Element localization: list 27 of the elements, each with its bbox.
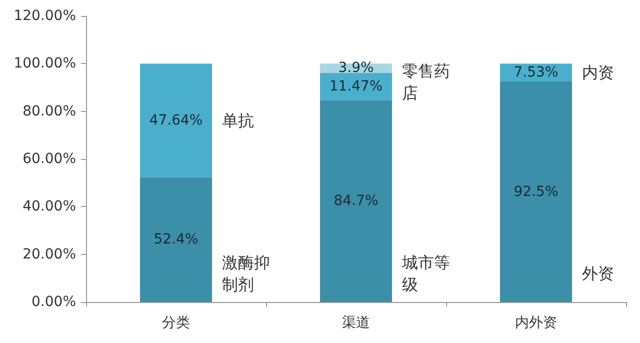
annotation: 激酶抑制剂 [222,252,270,294]
y-tick-label: 120.00% [14,8,76,24]
x-tick-label: 分类 [162,315,190,331]
y-tick-label: 20.00% [22,246,76,262]
annotation: 单抗 [222,110,254,130]
data-label: 7.53% [514,64,558,81]
annotation: 城市等级 [401,252,450,294]
data-label: 11.47% [329,78,383,94]
y-tick-label: 40.00% [22,198,76,215]
bar [140,64,212,178]
bar [140,177,212,302]
annotation: 外资 [582,264,614,283]
y-tick-label: 60.00% [22,151,76,167]
data-label: 47.64% [149,112,203,128]
x-tick-label: 内外资 [515,315,557,331]
data-label: 92.5% [514,184,558,200]
data-label: 3.9% [338,60,374,76]
y-tick-label: 100.00% [14,56,76,72]
bar [500,82,572,302]
y-tick-label: 0.00% [32,294,76,310]
data-label: 52.4% [154,232,198,248]
bar [320,100,392,302]
data-label: 84.7% [334,193,378,210]
annotation: 内资 [582,63,614,82]
x-tick-label: 渠道 [342,315,370,331]
y-tick-label: 80.00% [22,103,76,120]
annotation: 零售药店 [402,61,450,102]
